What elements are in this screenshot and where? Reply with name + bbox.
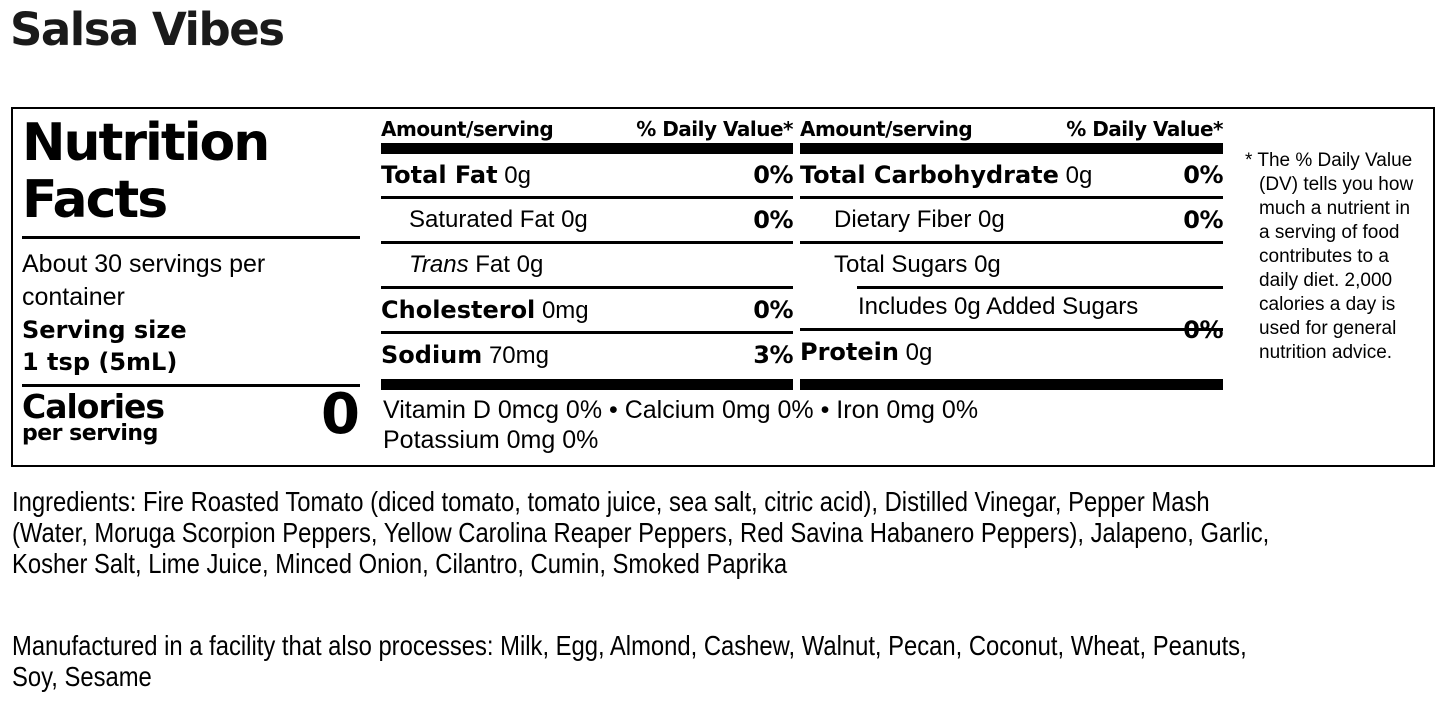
page-title: Salsa Vibes — [10, 3, 285, 56]
daily-value: 3% — [753, 341, 793, 369]
daily-value-header: % Daily Value* — [1066, 117, 1223, 141]
divider-bar — [800, 379, 1223, 390]
ingredients-statement: Ingredients: Fire Roasted Tomato (diced … — [12, 486, 1269, 579]
daily-value: 0% — [753, 161, 793, 189]
footnote-line: calories a day is — [1259, 294, 1396, 315]
divider-rule — [22, 236, 360, 239]
footnote-text: The % Daily Value — [1257, 150, 1413, 171]
allergen-statement: Manufactured in a facility that also pro… — [12, 630, 1247, 692]
footnote-line: daily diet. 2,000 — [1259, 270, 1393, 291]
nutrient-cell: Total Sugars 0g — [834, 251, 1001, 278]
footnote-asterisk: * — [1245, 150, 1253, 171]
nutrient-rows: Total Carbohydrate 0g 0% Dietary Fiber 0… — [800, 154, 1223, 373]
allergen-line: Soy, Sesame — [12, 661, 152, 692]
trans-word: Trans — [409, 251, 469, 278]
nutrient-column-left: Amount/serving % Daily Value* Total Fat … — [381, 109, 793, 465]
ingredients-line: Kosher Salt, Lime Juice, Minced Onion, C… — [12, 548, 788, 579]
divider-bar — [800, 143, 1223, 154]
daily-value: 0% — [1183, 161, 1223, 189]
daily-value-footnote: * The % Daily Value (DV) tells you how m… — [1245, 149, 1437, 365]
servings-per-container: About 30 servings per container — [22, 250, 266, 311]
row-saturated-fat: Saturated Fat 0g 0% — [381, 199, 793, 244]
amount-serving-header: Amount/serving — [800, 117, 973, 141]
footnote-line: much a nutrient in — [1259, 198, 1411, 219]
nutrient-cell: Protein 0g — [800, 338, 932, 367]
footnote-line: contributes to a — [1259, 246, 1389, 267]
row-added-sugars: Includes 0g Added Sugars 0% — [800, 286, 1223, 344]
nutrient-cell: Total Fat 0g — [381, 161, 531, 190]
nutrient-cell: Dietary Fiber 0g — [834, 206, 1005, 233]
calories-per-serving-label: per serving — [22, 421, 158, 446]
nutrient-column-right: Amount/serving % Daily Value* Total Carb… — [800, 109, 1223, 465]
micronutrients-section: Vitamin D 0mcg 0% • Calcium 0mg 0% • Iro… — [383, 395, 1103, 455]
row-total-fat: Total Fat 0g 0% — [381, 154, 793, 199]
footnote-line: * The % Daily Value — [1245, 149, 1437, 173]
nutrient-amount: 0g — [1065, 161, 1093, 189]
row-trans-fat: Trans Fat 0g — [381, 244, 793, 289]
nutrient-cell: Total Carbohydrate 0g — [800, 161, 1092, 190]
daily-value: 0% — [753, 296, 793, 324]
allergen-line: Manufactured in a facility that also pro… — [12, 630, 1247, 661]
micronutrients-line-2: Potassium 0mg 0% — [383, 426, 599, 454]
daily-value: 0% — [1183, 206, 1223, 234]
footnote-line: (DV) tells you how — [1259, 174, 1414, 195]
daily-value: 0% — [1183, 316, 1223, 344]
nutrition-facts-title-line2: Facts — [22, 170, 168, 230]
serving-size-value: 1 tsp (5mL) — [22, 348, 178, 376]
nutrient-cell: Cholesterol 0mg — [381, 296, 589, 325]
nutrient-name: Total Fat — [381, 160, 498, 189]
nutrient-amount: Fat 0g — [475, 251, 544, 278]
nutrient-amount: 70mg — [488, 341, 549, 369]
row-protein: Protein 0g — [800, 331, 1223, 373]
nutrient-name: Cholesterol — [381, 295, 536, 324]
serving-size-label: Serving size — [22, 316, 187, 344]
divider-bar — [381, 379, 793, 390]
calories-label: Calories — [22, 387, 165, 426]
row-cholesterol: Cholesterol 0mg 0% — [381, 289, 793, 334]
row-total-carbohydrate: Total Carbohydrate 0g 0% — [800, 154, 1223, 199]
nutrition-facts-left-panel: Nutrition Facts About 30 servings per co… — [22, 109, 362, 465]
calories-value: 0 — [321, 382, 360, 447]
daily-value: 0% — [753, 206, 793, 234]
nutrient-name: Sodium — [381, 340, 483, 369]
nutrient-cell: Includes 0g Added Sugars — [858, 293, 1139, 320]
nutrient-amount: 0g — [504, 161, 531, 189]
ingredients-line: (Water, Moruga Scorpion Peppers, Yellow … — [12, 517, 1270, 548]
divider-rule — [22, 384, 360, 387]
calories-labels: Calories per serving — [22, 387, 165, 446]
row-dietary-fiber: Dietary Fiber 0g 0% — [800, 199, 1223, 244]
nutrient-cell: Trans Fat 0g — [381, 251, 543, 279]
nutrition-facts-title-line1: Nutrition — [22, 113, 270, 173]
footnote-line: nutrition advice. — [1259, 342, 1393, 363]
footnote-line: a serving of food — [1259, 222, 1400, 243]
calories-row: Calories per serving 0 — [22, 382, 360, 447]
nutrient-cell: Saturated Fat 0g — [409, 206, 588, 233]
nutrient-amount: 0g — [905, 338, 933, 366]
divider-bar — [381, 143, 793, 154]
nutrition-facts-title: Nutrition Facts — [22, 113, 270, 230]
nutrient-name: Total Carbohydrate — [800, 160, 1059, 189]
nutrient-amount: 0mg — [541, 296, 589, 324]
row-sodium: Sodium 70mg 3% — [381, 334, 793, 376]
row-total-sugars: Total Sugars 0g — [800, 244, 1223, 289]
micronutrients-line-1: Vitamin D 0mcg 0% • Calcium 0mg 0% • Iro… — [383, 396, 979, 424]
column-header: Amount/serving % Daily Value* — [800, 117, 1223, 141]
column-header: Amount/serving % Daily Value* — [381, 117, 793, 141]
ingredients-line: Ingredients: Fire Roasted Tomato (diced … — [12, 486, 1210, 517]
footnote-line: used for general — [1259, 318, 1397, 339]
daily-value-header: % Daily Value* — [636, 117, 793, 141]
nutrient-rows: Total Fat 0g 0% Saturated Fat 0g 0% Tran… — [381, 154, 793, 376]
nutrition-facts-label: Nutrition Facts About 30 servings per co… — [11, 107, 1435, 467]
nutrient-name: Protein — [800, 337, 899, 366]
amount-serving-header: Amount/serving — [381, 117, 554, 141]
nutrient-cell: Sodium 70mg — [381, 341, 549, 370]
